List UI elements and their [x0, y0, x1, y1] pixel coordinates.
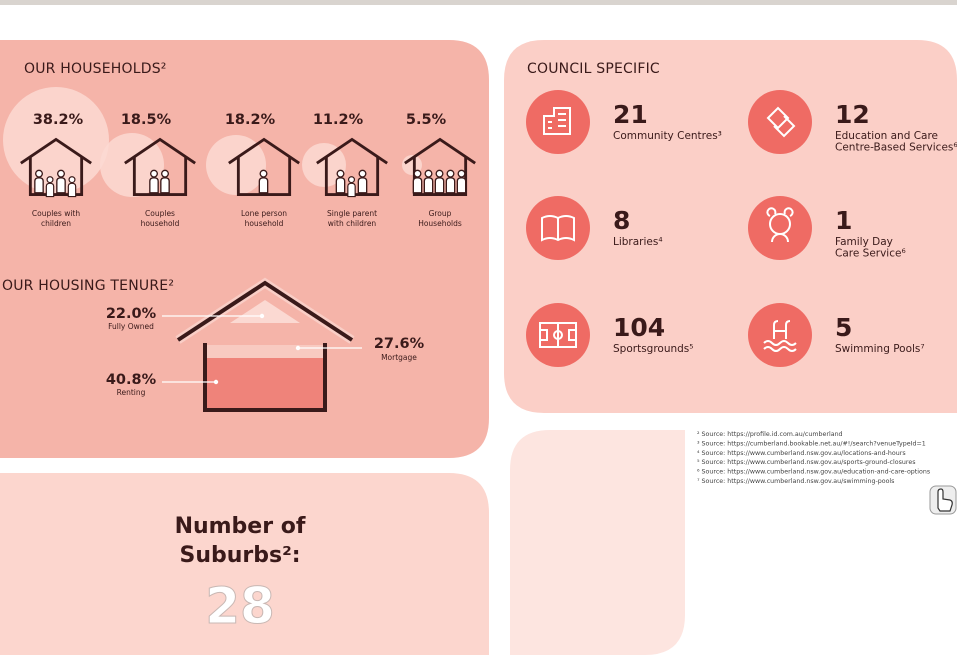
- tenure-value: 27.6%: [374, 336, 425, 352]
- nav-item: STRATEGY AND FINANCIAL INFORMATION: [577, 0, 913, 2]
- service-icon: [766, 207, 794, 243]
- household-value: 5.5%: [406, 112, 447, 128]
- person-icon: [445, 169, 456, 194]
- footnote: ⁵ Source: https://www.cumberland.nsw.gov…: [697, 459, 916, 466]
- icon-circle: [526, 90, 590, 154]
- service-label: Sportsgrounds⁵: [613, 343, 694, 355]
- household-label: Couples with: [32, 209, 80, 218]
- footnote: ² Source: https://profile.id.com.au/cumb…: [697, 431, 843, 438]
- household-label: children: [41, 219, 71, 228]
- person-icon: [45, 176, 55, 198]
- person-icon: [56, 169, 66, 194]
- household-label: Single parent: [327, 209, 377, 218]
- person-icon: [258, 169, 269, 194]
- footnote: ⁶ Source: https://www.cumberland.nsw.gov…: [697, 469, 930, 476]
- footnote: ³ Source: https://cumberland.bookable.ne…: [697, 440, 926, 447]
- service-label: Community Centres³: [613, 130, 722, 142]
- household-label: with children: [328, 219, 377, 228]
- service-icon: [539, 322, 577, 348]
- service-value: 21: [613, 100, 648, 129]
- service-label: Education and Care: [835, 130, 938, 142]
- nav-strip: [0, 0, 957, 5]
- footnote: ⁷ Source: https://www.cumberland.nsw.gov…: [697, 478, 894, 485]
- service-value: 104: [613, 313, 665, 342]
- service-label: Care Service⁶: [835, 248, 906, 260]
- household-label: Couples: [145, 209, 175, 218]
- service-label: Libraries⁴: [613, 236, 663, 248]
- household-label: household: [141, 219, 180, 228]
- suburbs-title: Number of: [175, 514, 306, 539]
- section-title: OUR HOUSING TENURE²: [2, 278, 174, 294]
- person-icon: [335, 169, 346, 194]
- tenure-value: 22.0%: [106, 306, 157, 322]
- tenure-label: Mortgage: [381, 353, 417, 362]
- suburbs-panel: [0, 473, 489, 655]
- service-label: Centre-Based Services⁶: [835, 142, 957, 154]
- icon-circle: [748, 303, 812, 367]
- service-icon: [541, 215, 575, 242]
- service-value: 1: [835, 206, 852, 235]
- household-label: household: [245, 219, 284, 228]
- person-icon: [160, 169, 170, 194]
- suburbs-title: Suburbs²:: [179, 543, 300, 568]
- council-panel: [504, 40, 957, 413]
- blank-panel: [510, 430, 685, 655]
- footnotes: ² Source: https://profile.id.com.au/cumb…: [697, 431, 930, 485]
- service-value: 12: [835, 100, 870, 129]
- service-value: 5: [835, 313, 852, 342]
- tenure-value: 40.8%: [106, 372, 157, 388]
- service-label: Swimming Pools⁷: [835, 343, 925, 355]
- tenure-house: [162, 277, 362, 412]
- household-value: 18.5%: [121, 112, 172, 128]
- service-icon: [766, 106, 796, 138]
- person-icon: [67, 176, 77, 198]
- household-label: Lone person: [241, 209, 287, 218]
- household-icons: 38.2%Couples withchildren18.5%Coupleshou…: [3, 87, 477, 228]
- service-label: Family Day: [835, 236, 893, 248]
- suburbs-value: 28: [205, 577, 275, 635]
- household-value: 18.2%: [225, 112, 276, 128]
- icon-circle: [748, 196, 812, 260]
- service-value: 8: [613, 206, 630, 235]
- footnote: ⁴ Source: https://www.cumberland.nsw.gov…: [697, 450, 906, 457]
- section-title: COUNCIL SPECIFIC: [527, 61, 660, 77]
- share-circle: [302, 143, 346, 187]
- cursor-icon[interactable]: [929, 485, 957, 515]
- person-icon: [347, 176, 356, 198]
- person-icon: [423, 169, 434, 194]
- nav: INTRODUCTION OUR SERVICES STRATEGY AND FIN…: [193, 0, 913, 2]
- person-icon: [34, 169, 44, 194]
- tenure-label: Fully Owned: [108, 322, 154, 331]
- person-icon: [412, 169, 423, 194]
- household-label: Group: [429, 209, 452, 218]
- household-value: 38.2%: [33, 112, 84, 128]
- service-icon: [763, 320, 797, 352]
- tenure-label: Renting: [117, 388, 146, 397]
- person-icon: [357, 169, 368, 194]
- household-value: 11.2%: [313, 112, 364, 128]
- person-icon: [434, 169, 445, 194]
- nav-item: OUR SERVICES: [392, 0, 511, 2]
- share-circle: [206, 135, 266, 195]
- service-icon: [543, 107, 571, 135]
- nav-item: INTRODUCTION: [193, 0, 317, 2]
- person-icon: [149, 169, 159, 194]
- household-label: Households: [418, 219, 462, 228]
- icon-circle: [748, 90, 812, 154]
- person-icon: [456, 169, 467, 194]
- section-title: OUR HOUSEHOLDS²: [24, 61, 167, 77]
